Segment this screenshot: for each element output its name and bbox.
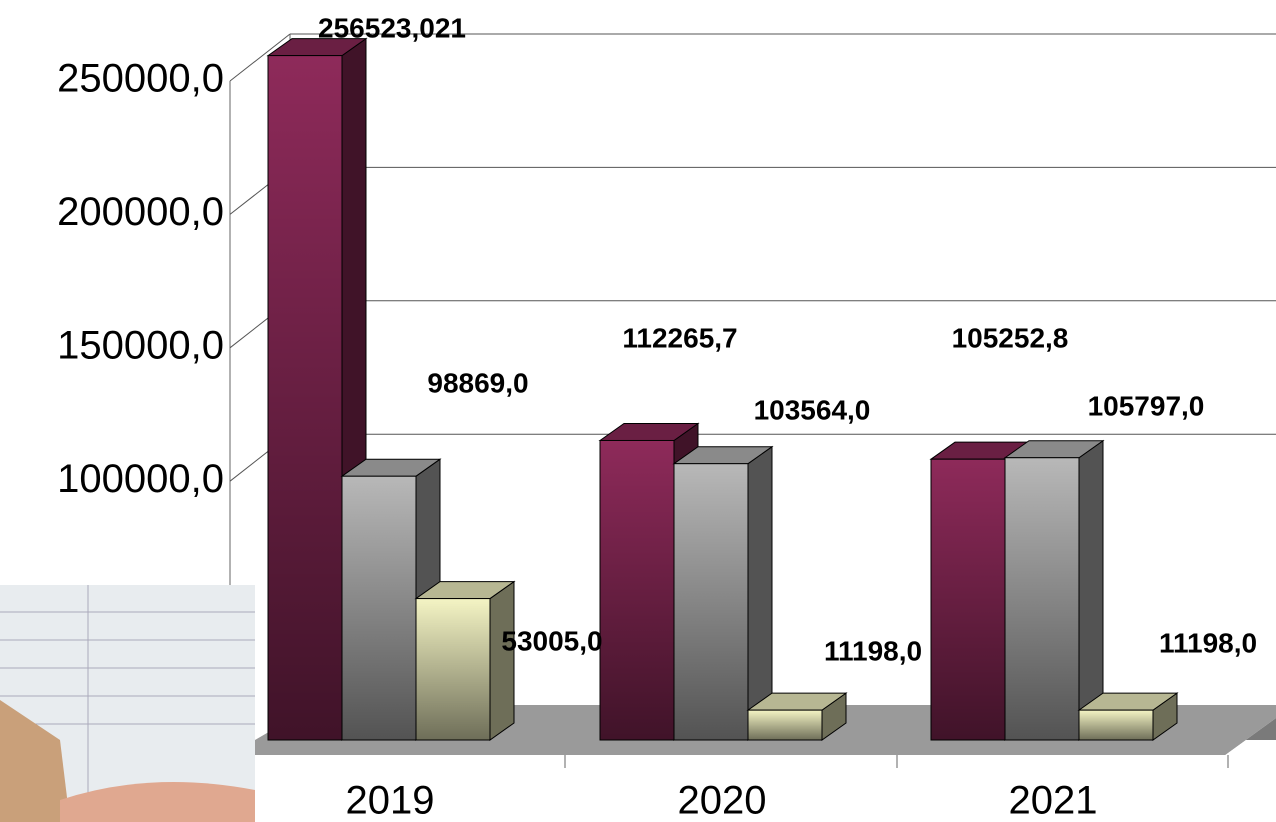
bar-top-shade (342, 459, 440, 477)
value-label: 11198,0 (1159, 627, 1257, 658)
value-label: 98869,0 (427, 367, 528, 398)
bar-top-shade (1079, 693, 1177, 711)
y-tick-label: 150000,0 (57, 323, 224, 367)
bar-top-shade (1005, 440, 1103, 458)
value-label: 105252,8 (952, 322, 1069, 353)
bar-top-shade (600, 423, 698, 441)
value-label: 103564,0 (754, 394, 871, 425)
y-tick-label: 200000,0 (57, 190, 224, 234)
value-label: 53005,0 (501, 625, 602, 656)
bar-shade (1079, 710, 1153, 740)
photo-finger (60, 782, 255, 822)
bar-top-shade (931, 442, 1029, 460)
x-tick-label: 2019 (346, 779, 435, 822)
bar-shade (1005, 457, 1079, 740)
y-tick-label: 100000,0 (57, 457, 224, 501)
grid-line (229, 33, 291, 82)
bar-shade (748, 710, 822, 740)
x-tick-label: 2020 (678, 779, 767, 822)
x-tick-label: 2021 (1009, 779, 1098, 822)
bar-top-shade (748, 693, 846, 711)
bar-shade (931, 459, 1005, 740)
bar-top-shade (416, 581, 514, 599)
bar-shade (674, 463, 748, 740)
bar-top-shade (674, 446, 772, 464)
y-tick-label: 250000,0 (57, 57, 224, 101)
photo (0, 585, 255, 822)
bar-top-shade (268, 38, 366, 56)
bar-side-shade (489, 580, 515, 741)
bar-shade (600, 440, 674, 740)
value-label: 11198,0 (824, 635, 922, 666)
bar-shade (416, 598, 490, 740)
bar-shade (268, 55, 342, 741)
value-label: 112265,7 (622, 322, 737, 353)
bar-shade (342, 476, 416, 740)
value-label: 256523,021 (318, 12, 466, 43)
photo-hand (0, 700, 70, 822)
value-label: 105797,0 (1088, 390, 1205, 421)
